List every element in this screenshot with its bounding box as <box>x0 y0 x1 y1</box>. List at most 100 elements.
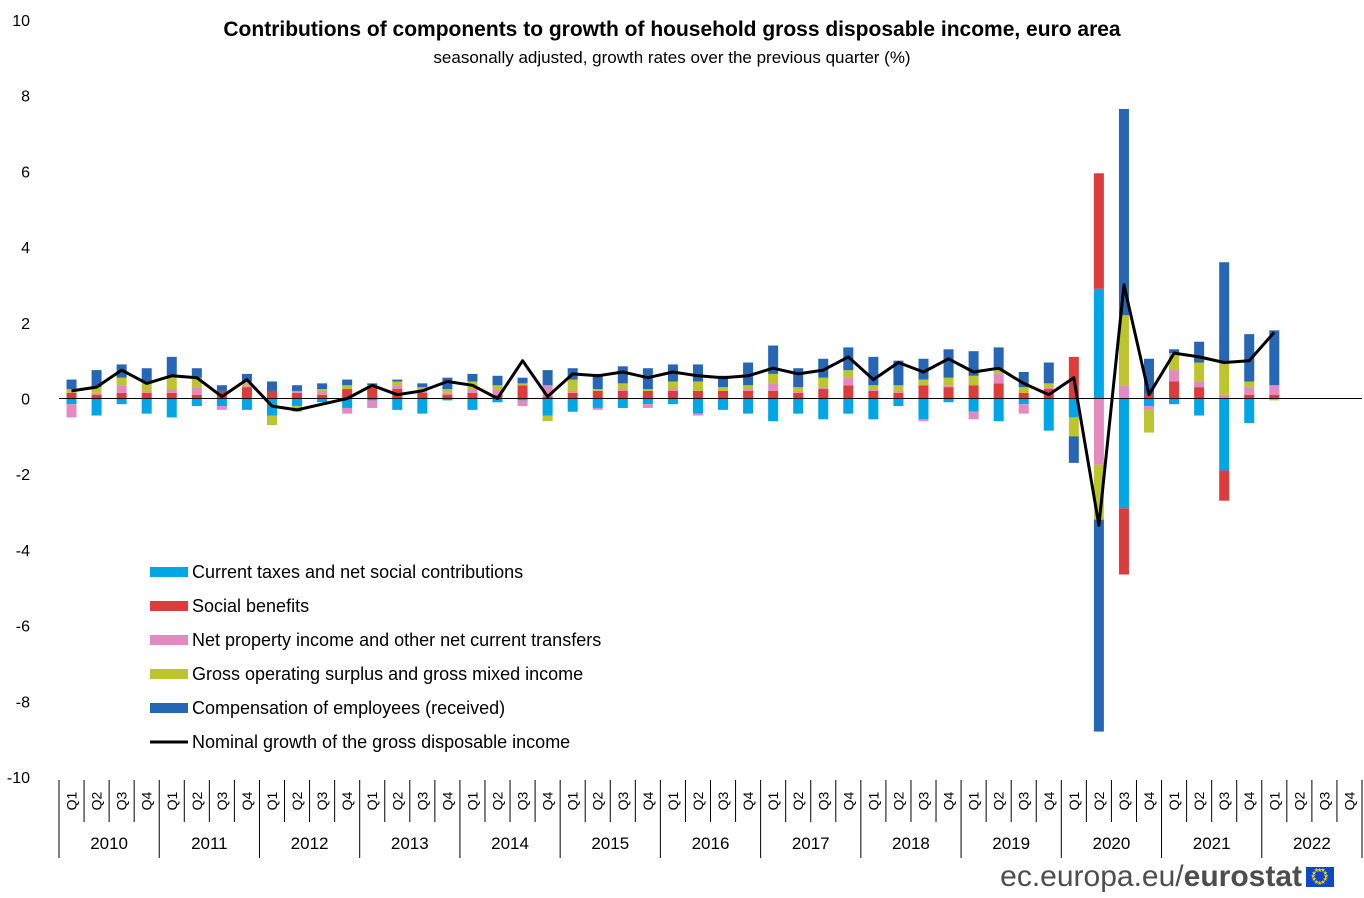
bar-segment <box>1118 398 1129 509</box>
bar-segment <box>968 398 979 412</box>
bar-segment <box>317 383 328 390</box>
x-tick-label: Q2 <box>590 791 606 810</box>
bar-segment <box>91 392 102 395</box>
bar-segment <box>492 398 503 403</box>
x-year-label: 2021 <box>1193 834 1231 853</box>
x-tick-label: Q3 <box>615 791 631 810</box>
bar-segment <box>768 398 779 422</box>
bar-segment <box>417 392 428 399</box>
bar-segment <box>1169 381 1180 399</box>
bar-segment <box>818 398 829 420</box>
bar-segment <box>592 398 603 408</box>
bar-segment <box>392 379 403 382</box>
bar-segment <box>743 398 754 414</box>
bar-segment <box>166 392 177 399</box>
bar-segment <box>1244 394 1255 399</box>
bar-segment <box>166 375 177 390</box>
bar-segment <box>517 377 528 384</box>
chart-title: Contributions of components to growth of… <box>223 18 1121 41</box>
bar-segment <box>91 387 102 393</box>
x-tick-label: Q4 <box>640 791 656 810</box>
bar-segment <box>843 398 854 414</box>
bar-segment <box>492 375 503 386</box>
x-tick-label: Q1 <box>865 791 881 810</box>
bar-segment <box>1194 362 1205 382</box>
bar-segment <box>642 404 653 408</box>
bar-segment <box>818 377 829 388</box>
bar-segment <box>743 390 754 399</box>
bar-segment <box>442 392 453 395</box>
bar-segment <box>667 390 678 399</box>
bar-segment <box>843 385 854 399</box>
legend-swatch <box>150 601 188 611</box>
legend-swatch <box>150 567 188 577</box>
bar-segment <box>743 389 754 391</box>
bar-segment <box>1169 370 1180 382</box>
legend-label: Social benefits <box>192 596 309 616</box>
x-tick-label: Q1 <box>164 791 180 810</box>
x-tick-label: Q2 <box>89 791 105 810</box>
x-tick-label: Q3 <box>114 791 130 810</box>
bar-segment <box>692 364 703 382</box>
bar-segment <box>1269 394 1280 399</box>
bar-segment <box>417 387 428 391</box>
x-tick-label: Q3 <box>515 791 531 810</box>
bar-segment <box>467 389 478 393</box>
x-tick-label: Q4 <box>1041 791 1057 810</box>
x-tick-label: Q3 <box>214 791 230 810</box>
bar-segment <box>292 392 303 399</box>
bar-segment <box>542 385 553 397</box>
bar-segment <box>442 389 453 393</box>
bar-segment <box>692 413 703 416</box>
bar-segment <box>492 389 503 395</box>
legend-label: Compensation of employees (received) <box>192 698 505 718</box>
bar-segment <box>793 392 804 399</box>
y-tick-label: 2 <box>21 316 30 333</box>
bar-segment <box>943 349 954 378</box>
bar-segment <box>1144 398 1155 407</box>
x-tick-label: Q1 <box>64 791 80 810</box>
bar-segment <box>918 398 929 420</box>
bar-segment <box>667 389 678 391</box>
bar-segment <box>993 347 1004 371</box>
y-tick-label: 6 <box>21 164 30 181</box>
bar-segment <box>1244 334 1255 382</box>
bar-segment <box>216 406 227 410</box>
bar-segment <box>241 385 252 388</box>
bar-segment <box>918 358 929 380</box>
bar-segment <box>1043 398 1054 431</box>
flag-star-icon: ★ <box>1317 880 1323 887</box>
x-tick-label: Q4 <box>1141 791 1157 810</box>
bar-segment <box>692 398 703 414</box>
bar-segment <box>317 390 328 395</box>
x-tick-label: Q3 <box>314 791 330 810</box>
bar-segment <box>216 385 227 391</box>
bar-segment <box>1219 362 1230 395</box>
x-year-label: 2012 <box>291 834 329 853</box>
bar-segment <box>467 392 478 399</box>
bar-segment <box>768 373 779 384</box>
bar-segment <box>392 398 403 410</box>
bar-segment <box>417 398 428 414</box>
x-tick-label: Q1 <box>966 791 982 810</box>
x-year-label: 2020 <box>1093 834 1131 853</box>
x-axis: Q1 Q2 Q3 Q4 Q1 Q2 Q3 Q4 Q1 Q2 Q3 Q4 Q1 Q2 Q3 Q4 Q1 Q2 Q3 Q4… <box>58 780 1363 858</box>
flag-star-icon: ★ <box>1322 877 1329 884</box>
bar-segment <box>993 383 1004 399</box>
footer-site: ec.europa.eu/ <box>1000 860 1184 893</box>
bar-segment <box>292 398 303 407</box>
y-tick-label: -6 <box>16 619 30 636</box>
flag-star-icon: ★ <box>1320 879 1326 886</box>
bar-segment <box>1043 362 1054 384</box>
bars <box>66 108 1280 732</box>
bar-segment <box>141 368 152 382</box>
x-tick-label: Q2 <box>1091 791 1107 810</box>
footer-brand: ec.europa.eu/eurostat ★ ★ ★ ★ ★ ★ ★ ★ ★ ★ ★ ★ <box>1000 860 1334 894</box>
y-tick-label: -4 <box>16 543 30 560</box>
x-tick-label: Q2 <box>991 791 1007 810</box>
bar-segment <box>743 385 754 390</box>
eu-flag-icon: ★ ★ ★ ★ ★ ★ ★ ★ ★ ★ ★ ★ <box>1306 867 1334 887</box>
bar-segment <box>317 398 328 403</box>
x-tick-label: Q1 <box>565 791 581 810</box>
bar-segment <box>1219 394 1230 399</box>
